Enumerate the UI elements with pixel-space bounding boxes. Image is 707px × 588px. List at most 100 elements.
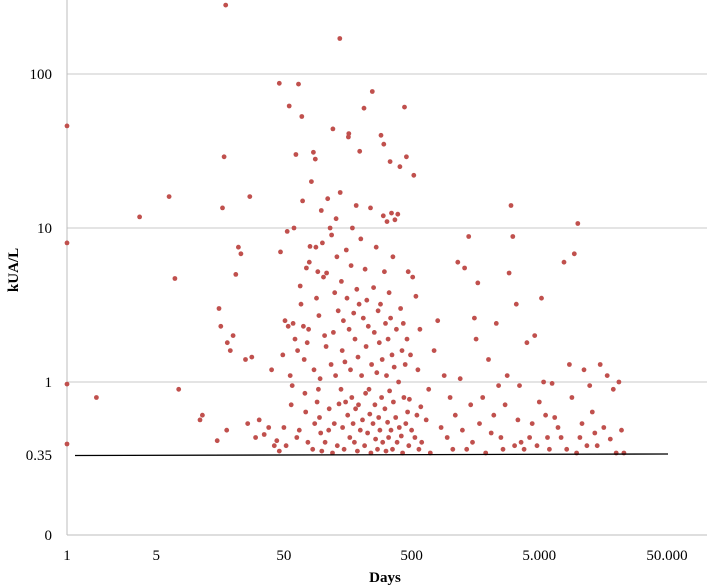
data-point-271 [508,203,514,208]
data-point-35 [276,448,282,454]
data-point-162 [370,421,376,426]
data-point-285 [539,295,544,301]
data-point-194 [388,427,394,433]
data-point-2 [64,381,70,387]
data-point-245 [450,446,456,452]
data-point-237 [426,386,432,392]
data-point-170 [375,308,381,314]
data-point-73 [311,367,317,373]
data-point-16 [223,2,229,8]
data-point-9 [197,417,203,423]
data-point-223 [407,396,412,402]
data-point-26 [247,194,253,200]
data-point-227 [411,172,417,178]
data-point-5 [137,214,143,220]
data-point-71 [310,446,316,452]
data-point-147 [360,315,366,321]
data-point-101 [331,330,336,335]
data-point-42 [284,229,290,234]
data-point-77 [314,295,319,301]
data-point-200 [391,364,397,370]
data-point-191 [387,388,392,394]
data-point-279 [524,340,530,346]
data-point-137 [354,286,360,292]
data-point-291 [552,415,558,420]
data-point-302 [579,421,585,426]
data-point-265 [496,383,501,388]
data-point-59 [300,198,305,204]
data-point-244 [447,395,453,400]
data-point-203 [394,326,399,332]
data-point-136 [353,203,359,208]
data-point-118 [342,359,348,365]
data-point-22 [236,244,241,250]
data-point-87 [320,240,325,246]
data-point-295 [564,446,570,452]
data-point-127 [348,367,353,373]
data-point-114 [339,348,345,353]
data-point-66 [305,439,311,445]
data-point-226 [410,274,416,280]
data-point-67 [306,326,311,332]
data-point-52 [294,435,300,440]
data-point-278 [521,446,527,452]
data-point-297 [569,395,575,400]
data-point-256 [473,336,479,342]
data-point-150 [362,266,368,272]
data-point-70 [309,179,314,185]
data-point-188 [385,336,391,342]
data-point-34 [274,438,280,444]
data-point-261 [486,357,491,362]
data-point-50 [292,336,298,342]
data-point-47 [289,383,295,388]
data-point-180 [381,141,387,147]
data-point-68 [306,259,312,265]
data-point-139 [355,354,361,360]
data-point-126 [347,435,353,440]
data-point-113 [339,279,344,284]
data-point-40 [282,318,288,324]
data-point-116 [341,318,346,324]
data-point-251 [464,446,470,452]
data-point-157 [367,411,373,417]
data-point-214 [401,395,407,400]
data-point-286 [541,379,546,385]
x-tick-label-2: 50 [276,548,291,564]
data-point-300 [575,221,581,226]
data-point-0 [64,123,70,129]
data-point-24 [243,357,248,362]
data-point-53 [295,348,300,353]
data-point-272 [510,234,516,239]
data-point-196 [389,352,395,358]
data-point-193 [388,315,393,321]
data-point-37 [278,249,283,255]
data-point-290 [549,381,555,386]
data-point-148 [361,105,367,111]
data-point-229 [413,293,419,299]
data-point-236 [423,417,429,423]
data-point-11 [214,438,220,444]
data-point-89 [322,333,327,338]
data-point-142 [357,148,363,154]
data-point-176 [379,395,384,400]
data-point-282 [532,333,538,338]
data-point-133 [352,439,357,445]
data-point-106 [334,254,340,260]
data-point-250 [462,265,467,271]
data-point-161 [369,89,375,94]
data-point-255 [472,315,477,321]
data-point-269 [504,373,510,378]
data-point-23 [238,251,244,257]
data-point-181 [382,269,387,275]
data-point-216 [402,362,408,367]
data-point-158 [368,205,373,211]
data-point-199 [391,399,396,405]
data-point-145 [359,373,364,378]
data-point-288 [545,435,550,440]
data-point-3 [64,441,70,447]
data-point-270 [506,270,512,276]
data-point-220 [405,409,410,415]
data-point-48 [290,321,296,326]
data-point-221 [405,269,411,275]
data-point-186 [384,219,390,225]
